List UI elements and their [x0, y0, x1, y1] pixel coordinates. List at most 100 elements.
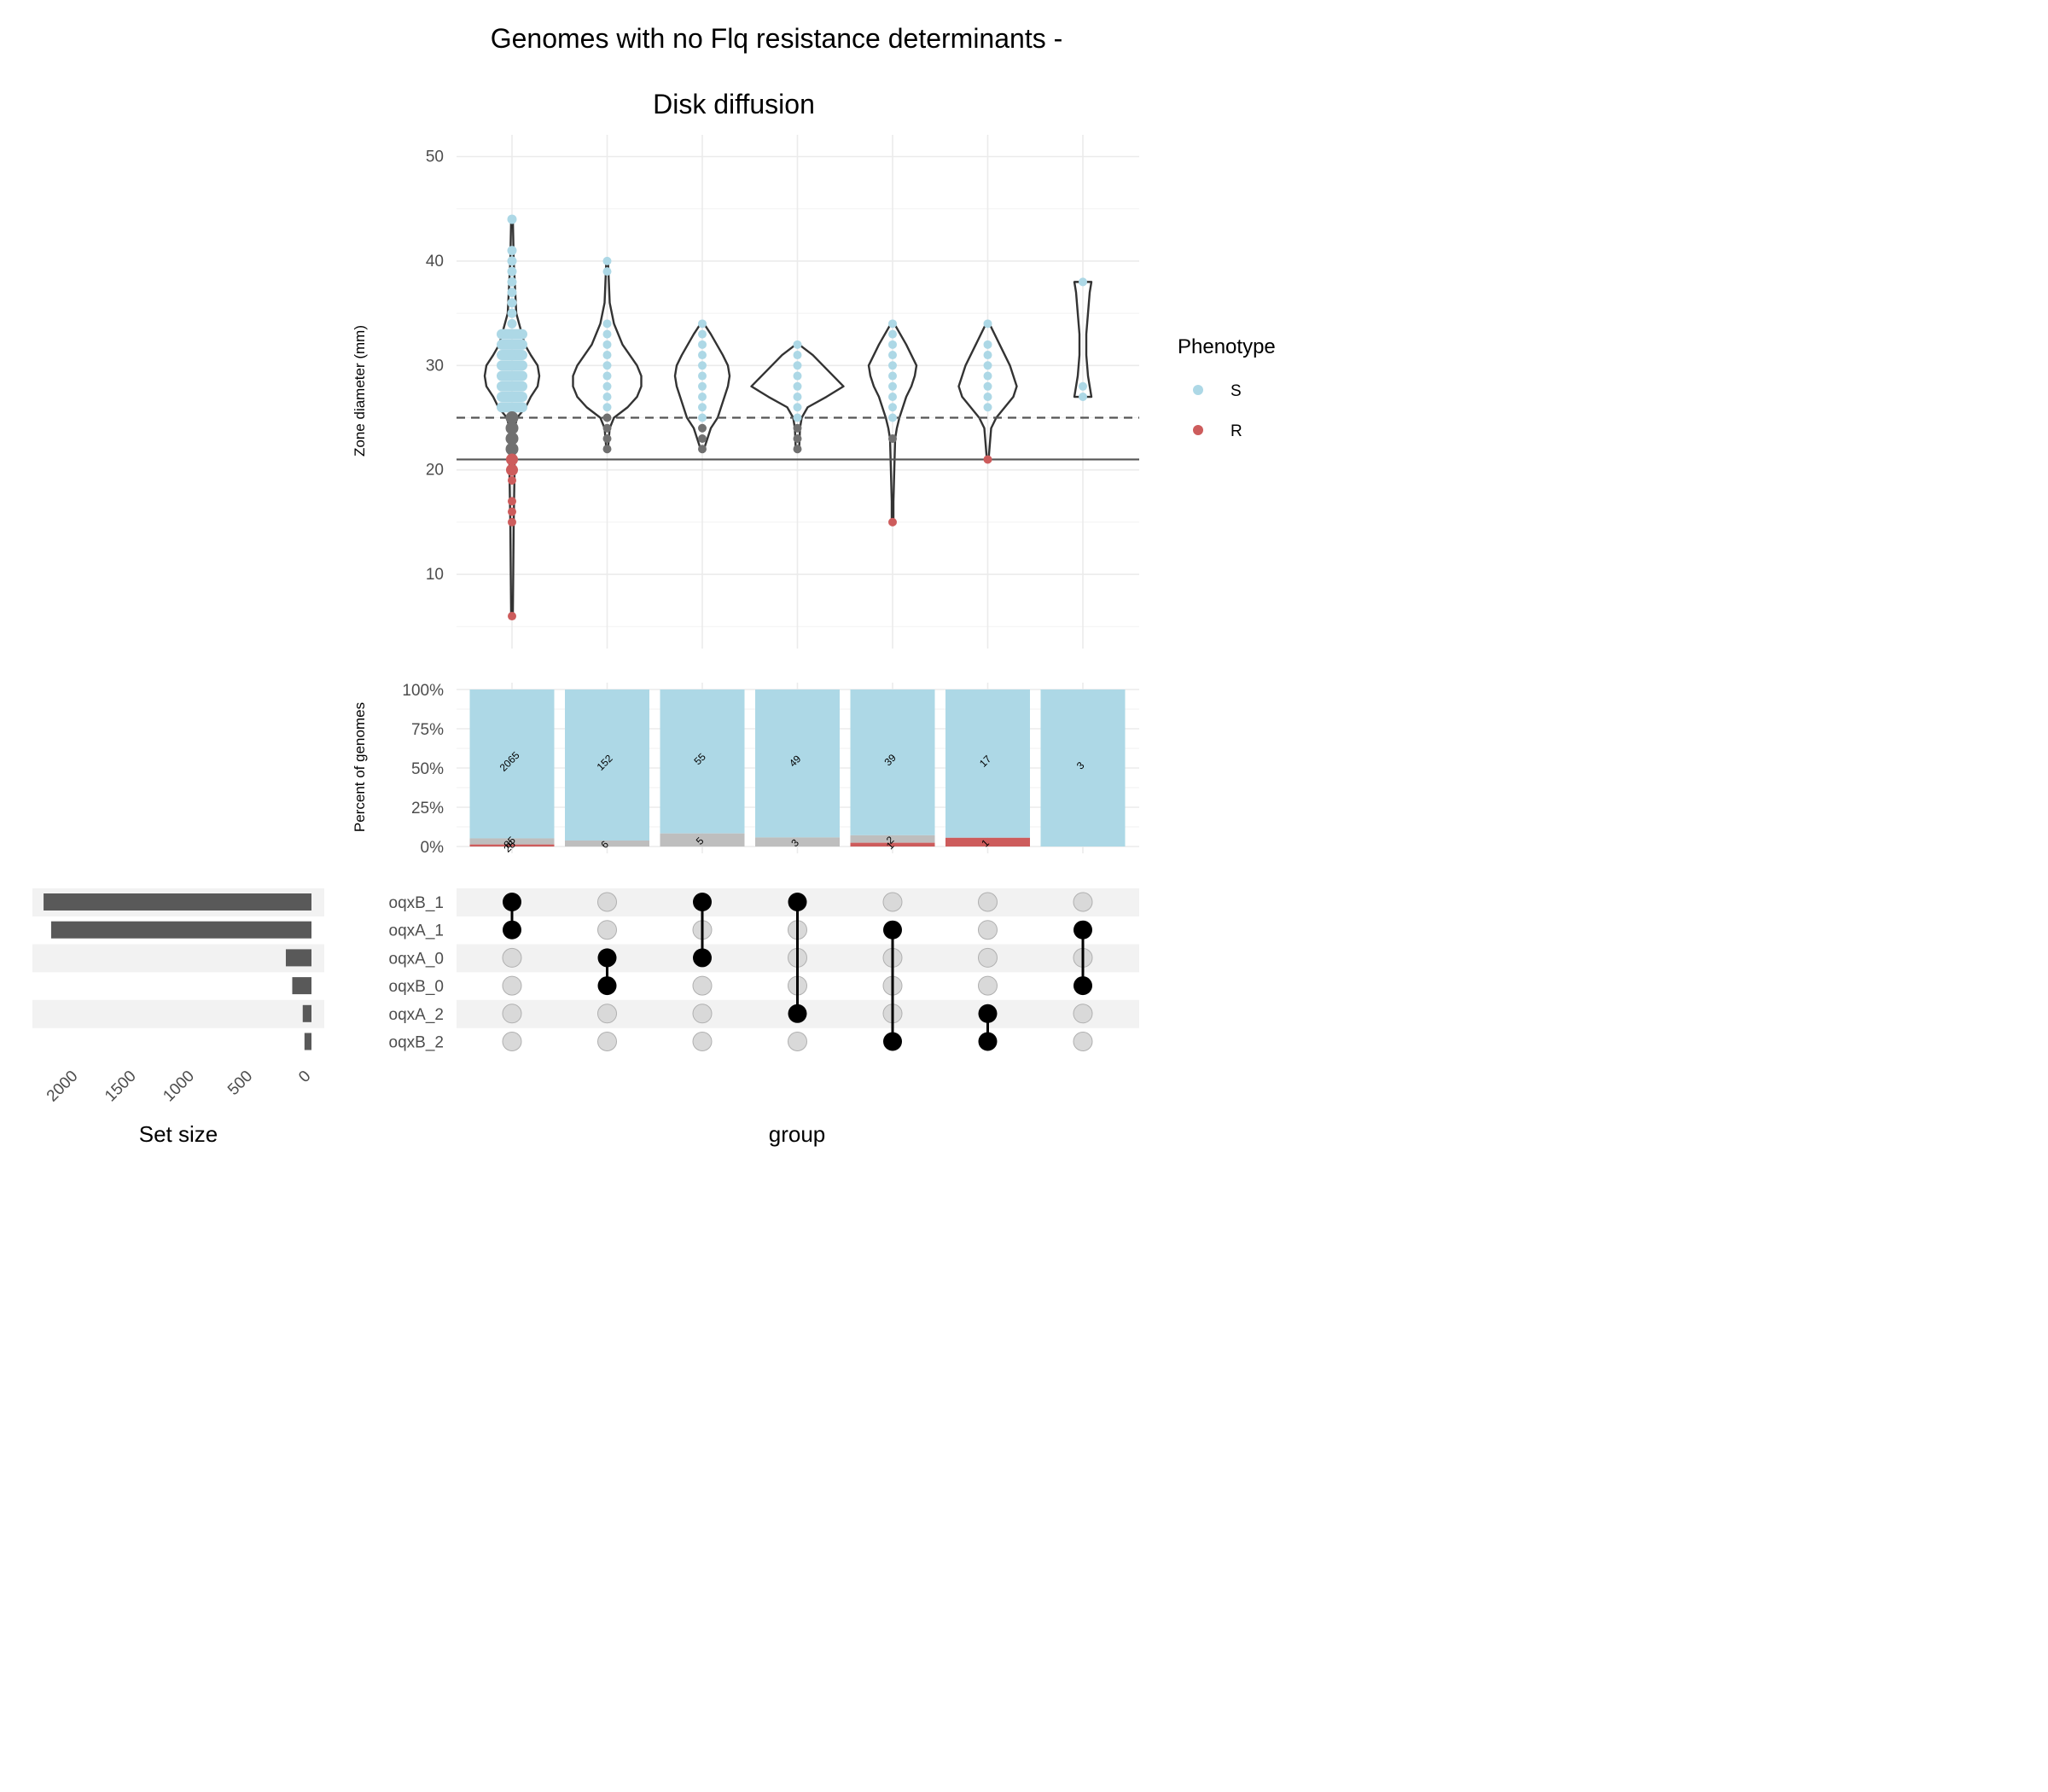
violin-point-S [602, 351, 612, 360]
chart-title: Genomes with no Flq resistance determina… [491, 23, 1063, 119]
set-size-stripe [32, 944, 324, 973]
violin-point-I [793, 423, 802, 433]
violin-point-S [983, 393, 992, 402]
chart-title-line-1: Genomes with no Flq resistance determina… [491, 23, 1063, 54]
matrix-dot-active [597, 948, 617, 968]
violin-point-S [793, 393, 802, 402]
matrix-dot-inactive [502, 1004, 522, 1024]
violin-point-S [602, 329, 612, 339]
matrix-dot-inactive [1073, 892, 1093, 912]
violin-point-S [507, 308, 517, 318]
violin-point-R [508, 507, 516, 516]
phenotype-legend: Phenotype S R [1178, 335, 1276, 440]
violin-point-S [507, 371, 517, 381]
bar-y-tick-label: 50% [411, 760, 444, 778]
violin-point-S [507, 288, 517, 298]
violin-point-S [888, 371, 897, 381]
bar-segment-I [469, 838, 555, 845]
violin-point-S [602, 361, 612, 370]
violin-point-S [888, 319, 897, 329]
matrix-dot-inactive [502, 1032, 522, 1051]
violin-outline [1073, 281, 1093, 399]
violin-point-S [602, 256, 612, 265]
violin-point-I [698, 445, 707, 454]
violin-point-R [506, 463, 518, 476]
bar-y-axis-label: Percent of genomes [352, 702, 368, 832]
violin-point-S [888, 340, 897, 349]
matrix-dot-active [503, 893, 521, 911]
bar-segment-I [755, 837, 840, 847]
violin-point-S [888, 351, 897, 360]
violin-point-S [507, 276, 517, 287]
set-size-bar [50, 921, 312, 939]
set-size-tick-label: 0 [295, 1068, 314, 1086]
violin-point-S [793, 371, 802, 381]
matrix-dot-inactive [978, 975, 998, 996]
matrix-dot-inactive [597, 892, 617, 912]
matrix-dot-inactive [597, 1032, 617, 1051]
matrix-set-label: oqxA_2 [389, 1006, 444, 1024]
violin-point-S [507, 214, 517, 224]
matrix-dot-inactive [692, 975, 713, 996]
violin-point-S [602, 319, 612, 329]
violin-point-S [888, 361, 897, 370]
violin-point-S [1079, 277, 1087, 287]
violin-point-S [507, 360, 517, 370]
bar-y-tick-label: 75% [411, 721, 444, 739]
violin-point-S [793, 340, 802, 349]
violin-point-S [888, 393, 897, 402]
matrix-dot-active [788, 1004, 807, 1023]
violin-point-S [698, 351, 707, 360]
bar-y-tick-label: 25% [411, 800, 444, 817]
intersection-matrix: oqxB_1 oqxA_1 oqxA_0 oqxB_0 oqxA_2 oqxB_2 [389, 888, 1139, 1052]
matrix-dot-active [788, 893, 807, 911]
set-size-stripe [32, 999, 324, 1028]
bar-y-tick-label: 100% [402, 682, 444, 700]
violin-point-I [793, 445, 802, 454]
violin-point-S [698, 403, 707, 412]
bar-y-tick-label: 0% [421, 839, 445, 857]
matrix-set-label: oqxB_0 [389, 978, 444, 996]
violin-point-S [793, 403, 802, 412]
violin-point-S [888, 413, 897, 422]
matrix-dot-active [1073, 920, 1092, 940]
violin-y-axis-title: Zone diameter (mm) [352, 325, 368, 457]
violin-point-S [698, 319, 707, 329]
set-size-bar [292, 977, 311, 995]
matrix-set-label: oqxB_1 [389, 894, 444, 912]
violin-point-S [602, 403, 612, 412]
matrix-dot-active [883, 1032, 902, 1051]
bar-segment-I [850, 835, 935, 843]
violin-point-S [698, 381, 707, 391]
matrix-dot-active [597, 976, 617, 996]
matrix-dot-active [503, 920, 521, 940]
violin-point-R [888, 517, 897, 527]
violin-point-S [507, 329, 517, 340]
violin-point-S [507, 266, 517, 276]
violin-y-tick-label: 40 [426, 253, 444, 271]
matrix-dot-inactive [978, 947, 998, 968]
violin-y-tick-label: 30 [426, 357, 444, 375]
matrix-set-label: oqxB_2 [389, 1034, 444, 1052]
violin-point-S [507, 340, 517, 350]
upset-chart: Genomes with no Flq resistance determina… [32, 23, 1276, 1147]
matrix-dot-active [693, 893, 712, 911]
violin-point-S [793, 351, 802, 360]
violin-point-S [793, 361, 802, 370]
legend-label-S: S [1231, 382, 1242, 400]
matrix-dot-inactive [882, 892, 903, 912]
set-size-tick-label: 2000 [44, 1068, 82, 1106]
violin-point-S [793, 381, 802, 391]
violin-point-S [983, 361, 992, 370]
matrix-dot-inactive [1073, 1032, 1093, 1051]
matrix-dot-inactive [692, 1032, 713, 1051]
violin-y-axis-label: Zone diameter (mm) [352, 325, 368, 457]
bar-segment-S [469, 689, 555, 839]
violin-point-S [507, 298, 517, 308]
bar-segment-S [565, 689, 649, 841]
violin-point-S [602, 267, 612, 276]
matrix-dot-active [883, 920, 902, 940]
matrix-set-label: oqxA_1 [389, 922, 444, 940]
set-size-bar [302, 1004, 311, 1022]
violin-y-tick-label: 20 [426, 462, 444, 480]
